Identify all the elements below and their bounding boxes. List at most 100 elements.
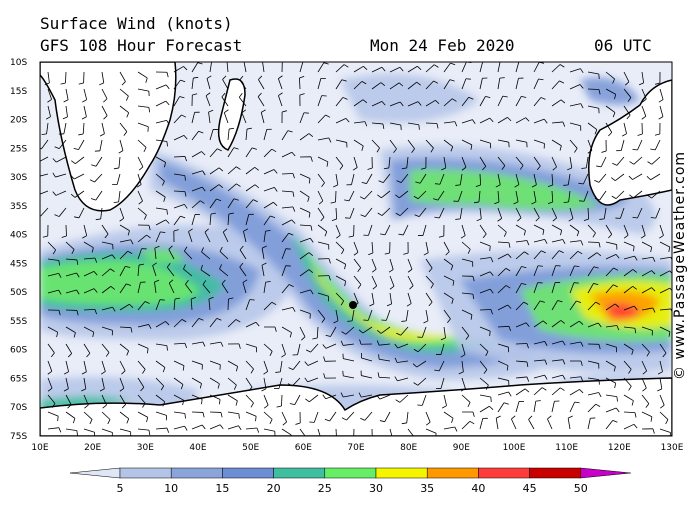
wind-barb bbox=[205, 92, 211, 107]
wind-barb bbox=[137, 394, 146, 408]
wind-barb bbox=[47, 309, 61, 316]
wind-barb bbox=[406, 292, 412, 307]
wind-barb bbox=[479, 417, 488, 430]
wind-barb bbox=[65, 289, 80, 295]
wind-barb bbox=[91, 156, 103, 167]
wind-barb bbox=[119, 88, 129, 101]
lon-label: 90E bbox=[453, 443, 470, 453]
wind-barb bbox=[569, 240, 584, 246]
wind-barb bbox=[497, 325, 511, 332]
wind-barb bbox=[394, 357, 409, 363]
wind-barb bbox=[479, 77, 488, 90]
wind-barb bbox=[317, 114, 331, 124]
lon-label: 100E bbox=[503, 443, 526, 453]
wind-barb bbox=[263, 394, 269, 409]
wind-barb bbox=[47, 326, 59, 338]
wind-barb bbox=[441, 394, 447, 409]
wind-barb bbox=[71, 156, 85, 165]
wind-barb bbox=[583, 207, 590, 221]
wind-barb bbox=[533, 238, 548, 244]
wind-barb bbox=[206, 75, 212, 90]
wind-barb bbox=[309, 411, 319, 423]
wind-barb bbox=[587, 122, 598, 135]
wind-barb bbox=[227, 425, 242, 431]
wind-barb bbox=[155, 360, 166, 373]
wind-barb bbox=[191, 424, 206, 430]
wind-barb bbox=[533, 156, 541, 171]
wind-barb bbox=[420, 156, 427, 170]
wind-barb bbox=[434, 173, 445, 185]
wind-barb bbox=[599, 207, 607, 220]
wind-barb bbox=[137, 122, 149, 132]
wind-barb bbox=[371, 258, 377, 273]
wind-barb bbox=[219, 264, 229, 277]
wind-barb bbox=[221, 92, 229, 107]
wind-barb bbox=[241, 109, 247, 124]
wind-barb bbox=[299, 76, 305, 90]
wind-barb bbox=[515, 376, 530, 382]
wind-barb bbox=[299, 156, 313, 162]
wind-barb bbox=[52, 172, 67, 178]
madagascar-coast bbox=[217, 78, 246, 151]
wind-barb bbox=[173, 190, 187, 197]
wind-barb bbox=[605, 254, 620, 260]
wind-barb bbox=[567, 156, 573, 171]
wind-barb bbox=[461, 309, 473, 320]
wind-barb bbox=[659, 394, 665, 409]
wind-barb bbox=[551, 207, 557, 222]
wind-barb bbox=[299, 112, 309, 124]
lon-label: 120E bbox=[608, 443, 631, 453]
wind-barb bbox=[569, 103, 584, 109]
wind-barb bbox=[78, 122, 85, 136]
wind-barb bbox=[533, 224, 545, 235]
wind-barb bbox=[263, 169, 278, 175]
wind-barb bbox=[646, 173, 661, 181]
wind-barb bbox=[119, 303, 134, 311]
wind-barb bbox=[40, 207, 49, 217]
wind-barb bbox=[455, 207, 463, 220]
wind-barb bbox=[616, 139, 625, 152]
wind-barb bbox=[191, 93, 198, 107]
wind-barb bbox=[155, 156, 166, 168]
wind-barb bbox=[63, 88, 69, 103]
wind-barb bbox=[551, 64, 565, 73]
wind-barb bbox=[281, 173, 295, 179]
wind-barb bbox=[81, 377, 87, 392]
wind-barb bbox=[629, 156, 643, 165]
wind-barb bbox=[569, 401, 580, 413]
wind-barb bbox=[453, 190, 463, 202]
wind-barb bbox=[200, 264, 211, 277]
wind-barb bbox=[533, 78, 544, 90]
wind-barb bbox=[401, 156, 409, 170]
wind-barb bbox=[473, 190, 481, 204]
wind-barb bbox=[299, 224, 313, 231]
wind-barb bbox=[47, 289, 62, 295]
wind-barb bbox=[166, 263, 175, 277]
wind-barb bbox=[263, 411, 273, 425]
wind-barb bbox=[154, 245, 160, 260]
antarctica-coast bbox=[40, 377, 672, 436]
wind-barb bbox=[654, 122, 661, 136]
wind-barb bbox=[209, 212, 216, 226]
wind-barb bbox=[101, 286, 115, 294]
wind-barb bbox=[226, 62, 229, 73]
wind-barb bbox=[641, 307, 656, 313]
wind-barb bbox=[407, 139, 415, 153]
wind-barb bbox=[461, 258, 474, 267]
wind-barb bbox=[99, 71, 105, 86]
colorbar-tick: 25 bbox=[318, 482, 332, 495]
wind-barb bbox=[414, 207, 427, 218]
wind-barb bbox=[533, 250, 546, 260]
africa-coast bbox=[40, 62, 177, 212]
wind-barb bbox=[377, 207, 391, 216]
wind-barb bbox=[461, 326, 470, 340]
wind-barb bbox=[353, 275, 362, 289]
wind-barb bbox=[551, 265, 561, 277]
wind-barb bbox=[641, 270, 656, 277]
wind-barb bbox=[312, 326, 319, 340]
wind-barb bbox=[587, 224, 596, 238]
wind-barb bbox=[317, 258, 331, 264]
wind-barb bbox=[155, 139, 168, 147]
wind-barb bbox=[497, 304, 512, 311]
wind-barb bbox=[227, 166, 241, 175]
